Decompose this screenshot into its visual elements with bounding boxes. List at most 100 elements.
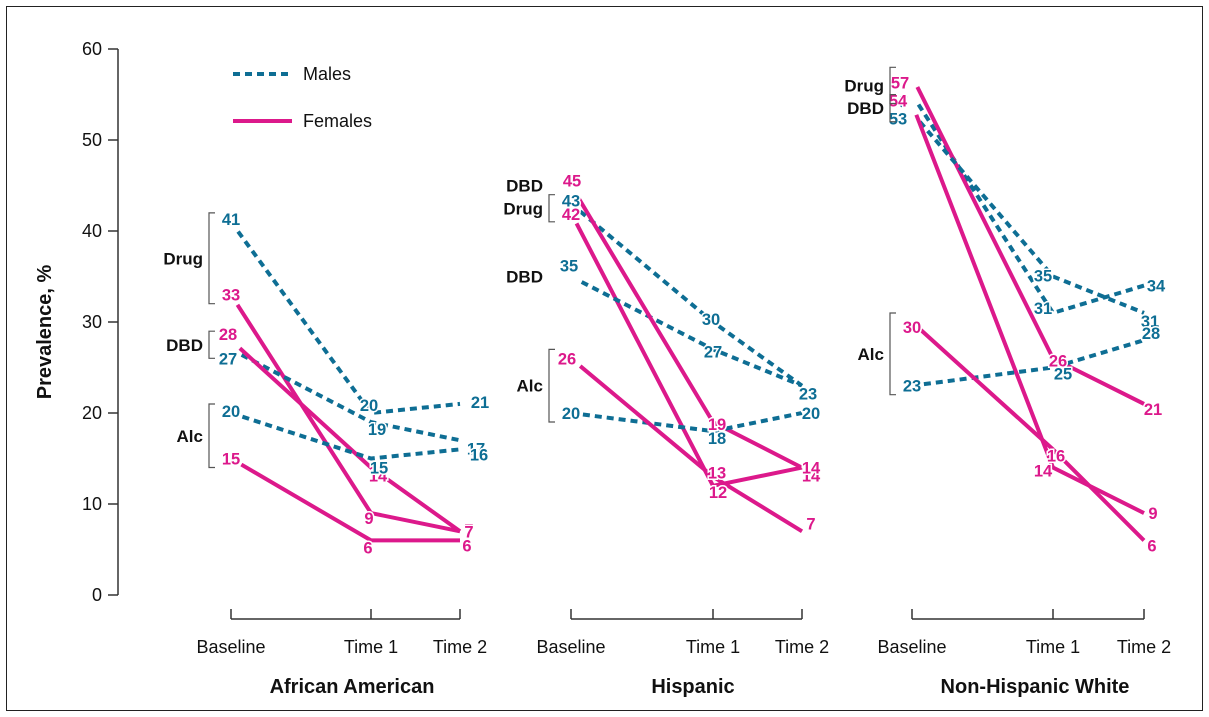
group-label: DBD — [847, 99, 884, 118]
series-line-female-dbd — [238, 346, 462, 533]
y-axis: 0 10 20 30 40 50 60 — [82, 39, 119, 605]
data-label: 16 — [1047, 447, 1065, 465]
series-line-male-alc — [582, 411, 803, 434]
group-label: Alc — [858, 345, 884, 364]
data-label: 26 — [1049, 352, 1067, 370]
panel-title: Hispanic — [651, 676, 734, 698]
data-label: 14 — [1034, 463, 1053, 481]
data-label: 34 — [1147, 278, 1166, 296]
data-label: 35 — [560, 258, 578, 276]
y-tick-label: 50 — [82, 130, 102, 150]
data-label: 21 — [1144, 401, 1162, 419]
group-bracket — [548, 194, 555, 223]
group-label: DBD — [166, 336, 203, 355]
group-label: Drug — [503, 199, 543, 218]
x-tick-label: Baseline — [196, 637, 265, 657]
group-label: Drug — [844, 76, 884, 95]
data-label: 53 — [889, 111, 907, 129]
x-tick-label: Baseline — [877, 637, 946, 657]
group-brackets: Drug DBD Alc — [844, 66, 896, 396]
series-line-female-drug — [574, 222, 803, 488]
data-label: 41 — [222, 211, 240, 229]
data-label: 23 — [903, 378, 921, 396]
data-label: 17 — [467, 440, 485, 458]
panel-hispanic: Baseline Time 1 Time 2 Hispanic 43 30 23 42 12 14… — [503, 171, 829, 698]
data-label: 57 — [891, 74, 909, 92]
data-label: 14 — [802, 468, 821, 486]
panels: Baseline Time 1 Time 2 African American 41 20… — [163, 66, 1171, 698]
data-label: 43 — [562, 193, 580, 211]
series-line-male-drug — [236, 230, 461, 415]
series-line-female-alc — [919, 328, 1146, 542]
series-line-male-dbd — [580, 280, 803, 388]
data-label: 6 — [363, 539, 372, 557]
data-label: 28 — [219, 326, 237, 344]
data-label: 6 — [462, 537, 471, 555]
panel-african-american: Baseline Time 1 Time 2 African American 41 20… — [163, 209, 490, 698]
data-label: 20 — [222, 403, 240, 421]
data-label: 18 — [708, 430, 726, 448]
chart-frame: 0 10 20 30 40 50 60 Prevalence, % Males Females… — [6, 6, 1203, 711]
series-line-male-alc — [923, 338, 1145, 387]
group-bracket — [208, 403, 215, 469]
x-tick-label: Time 1 — [344, 637, 398, 657]
group-bracket — [548, 348, 555, 423]
data-label: 25 — [1054, 366, 1072, 384]
series-lines — [235, 230, 462, 543]
data-label: 14 — [802, 460, 821, 478]
data-label: 45 — [563, 173, 581, 191]
group-bracket — [889, 312, 896, 396]
data-labels: 55 31 34 57 26 21 53 35 31 54 14 9 23 25 28 30 16 6 — [887, 73, 1167, 557]
group-bracket — [889, 94, 896, 123]
series-line-female-alc — [240, 462, 460, 543]
data-label: 30 — [702, 311, 720, 329]
x-tick-label: Time 2 — [775, 637, 829, 657]
data-label: 9 — [364, 510, 373, 528]
data-label: 20 — [360, 397, 378, 415]
data-label: 54 — [889, 93, 908, 111]
data-label: 15 — [370, 460, 388, 478]
legend: Males Females — [233, 64, 372, 131]
legend-label-females: Females — [303, 111, 372, 131]
group-label: DBD — [506, 268, 543, 287]
series-line-male-alc — [241, 414, 461, 461]
series-line-female-dbd — [575, 194, 803, 470]
legend-label-males: Males — [303, 64, 351, 84]
series-lines — [914, 86, 1146, 542]
data-label: 35 — [1034, 268, 1052, 286]
data-label: 27 — [219, 350, 237, 368]
series-line-male-dbd — [240, 353, 461, 443]
data-label: 31 — [1141, 313, 1159, 331]
group-brackets: Drug DBD Alc — [163, 212, 215, 469]
group-bracket — [889, 66, 896, 105]
series-line-female-dbd — [914, 114, 1145, 515]
x-tick-label: Time 1 — [1026, 637, 1080, 657]
y-tick-label: 60 — [82, 39, 102, 59]
y-tick-label: 20 — [82, 403, 102, 423]
data-label: 7 — [806, 515, 815, 533]
series-line-female-alc — [578, 364, 804, 534]
data-label: 13 — [708, 465, 726, 483]
data-label: 30 — [903, 319, 921, 337]
data-label: 21 — [471, 394, 489, 412]
group-label: Alc — [517, 377, 543, 396]
data-label: 12 — [709, 484, 727, 502]
x-tick-label: Baseline — [536, 637, 605, 657]
data-label: 14 — [369, 468, 388, 486]
group-label: DBD — [506, 177, 543, 196]
data-label: 23 — [799, 386, 817, 404]
panel-non-hispanic-white: Baseline Time 1 Time 2 Non-Hispanic White 55… — [844, 66, 1171, 698]
data-label: 6 — [1147, 537, 1156, 555]
series-line-female-drug — [915, 86, 1145, 406]
x-tick-label: Time 2 — [433, 637, 487, 657]
group-label: Drug — [163, 249, 203, 268]
group-brackets: DBD Drug DBD Alc — [503, 177, 555, 423]
data-label: 55 — [890, 94, 908, 112]
data-label: 20 — [802, 405, 820, 423]
data-label: 28 — [1142, 325, 1160, 343]
data-label: 7 — [464, 523, 473, 541]
data-label: 33 — [222, 287, 240, 305]
panel-title: Non-Hispanic White — [941, 676, 1130, 698]
group-bracket — [208, 212, 215, 305]
